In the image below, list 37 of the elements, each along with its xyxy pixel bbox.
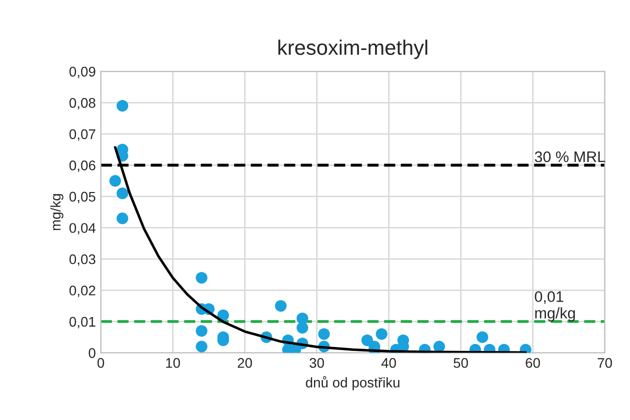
point (476, 331, 488, 343)
x-tick-label: 20 (238, 358, 252, 368)
x-tick-label: 70 (598, 358, 612, 368)
y-tick-label: 0,06 (69, 160, 96, 172)
x-tick-label: 50 (454, 358, 468, 368)
y-tick-label: 0 (88, 348, 96, 358)
ref-line-label: 0,01 mg/kg (534, 291, 575, 322)
point (318, 328, 330, 340)
y-axis-title: mg/kg (50, 194, 64, 230)
x-tick-label: 0 (97, 358, 104, 368)
ref-line-label: 30 % MRL (534, 151, 606, 162)
y-tick-label: 0,08 (69, 98, 96, 110)
x-tick-label: 40 (381, 358, 396, 368)
point (376, 328, 388, 340)
x-tick-label: 30 (310, 358, 324, 368)
point (196, 340, 208, 352)
chart-title: kresoxim-methyl (278, 40, 428, 60)
point (116, 188, 128, 200)
y-tick-label: 0,09 (69, 66, 96, 78)
point (296, 322, 308, 334)
point (196, 272, 208, 284)
point (217, 309, 230, 322)
point (361, 334, 374, 346)
x-tick-label: 10 (166, 358, 180, 368)
y-tick-label: 0,02 (69, 286, 96, 298)
y-tick-label: 0,01 (69, 316, 96, 328)
y-tick-label: 0,05 (69, 192, 96, 204)
point (274, 300, 287, 312)
y-tick-label: 0,04 (69, 223, 96, 235)
y-tick-label: 0,03 (69, 254, 96, 266)
x-tick-label: 60 (526, 358, 540, 368)
x-axis-title: dnů od postřiku (306, 376, 400, 390)
point (116, 100, 128, 112)
y-tick-label: 0,07 (69, 129, 96, 141)
point (196, 325, 208, 337)
point (109, 175, 122, 187)
point (116, 212, 128, 224)
